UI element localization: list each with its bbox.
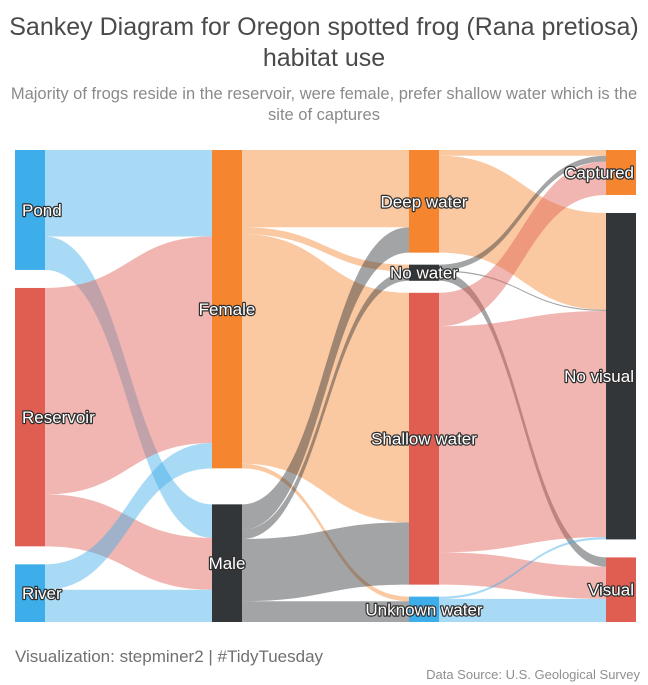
links-layer <box>45 150 606 622</box>
link-nowater-to-captured <box>439 155 606 271</box>
node-unknown <box>409 596 439 622</box>
link-river-to-male <box>45 589 212 622</box>
node-pond <box>15 150 45 270</box>
link-male-to-nowater <box>242 271 409 539</box>
node-label-captured: Captured <box>564 163 634 182</box>
node-label-visual: Visual <box>588 581 634 600</box>
nodes-layer <box>15 150 636 622</box>
node-label-pond: Pond <box>22 201 62 220</box>
link-unknown-to-novisual <box>439 537 606 599</box>
caption: Visualization: stepminer2 | #TidyTuesday <box>15 647 324 666</box>
node-label-male: Male <box>209 554 246 573</box>
node-deep <box>409 150 439 253</box>
chart-title: Sankey Diagram for Oregon spotted frog (… <box>9 13 639 72</box>
link-female-to-unknown <box>242 463 409 602</box>
node-captured <box>606 150 636 195</box>
link-shallow-to-visual <box>439 552 606 599</box>
link-unknown-to-visual <box>439 598 606 622</box>
node-label-reservoir: Reservoir <box>22 408 95 427</box>
link-male-to-deep <box>242 227 409 530</box>
chart-subtitle: Majority of frogs reside in the reservoi… <box>10 85 638 124</box>
labels-layer: Pond Reservoir River Female Male Deep water No… <box>21 162 635 620</box>
link-male-to-shallow <box>242 522 409 602</box>
link-deep-to-captured <box>439 150 606 156</box>
link-river-to-female <box>45 442 212 590</box>
node-label-female: Female <box>199 300 256 319</box>
node-female <box>212 150 242 469</box>
node-label-nowater: No water <box>390 264 458 283</box>
link-female-to-shallow <box>242 234 409 523</box>
node-nowater <box>409 264 439 281</box>
link-pond-to-male <box>45 236 212 538</box>
data-source: Data Source: U.S. Geological Survey <box>426 667 640 682</box>
node-label-shallow: Shallow water <box>371 430 477 449</box>
node-label-novisual: No visual <box>564 367 634 386</box>
link-reservoir-to-male <box>45 494 212 590</box>
link-male-to-unknown <box>242 601 409 622</box>
link-shallow-to-captured <box>439 161 606 327</box>
link-deep-to-novisual <box>439 155 606 310</box>
node-shallow <box>409 292 439 585</box>
link-pond-to-female <box>45 150 212 237</box>
node-label-deep: Deep water <box>381 192 468 211</box>
link-female-to-nowater <box>242 227 409 272</box>
node-reservoir <box>15 287 45 547</box>
node-river <box>15 564 45 622</box>
link-reservoir-to-female <box>45 236 212 495</box>
node-novisual <box>606 212 636 540</box>
node-male <box>212 504 242 622</box>
link-nowater-to-novisual <box>439 270 606 312</box>
link-nowater-to-visual <box>439 271 606 567</box>
node-label-unknown: Unknown water <box>365 600 483 619</box>
link-female-to-deep <box>242 150 409 228</box>
link-shallow-to-novisual <box>439 311 606 553</box>
node-label-river: River <box>22 584 62 603</box>
node-visual <box>606 557 636 622</box>
